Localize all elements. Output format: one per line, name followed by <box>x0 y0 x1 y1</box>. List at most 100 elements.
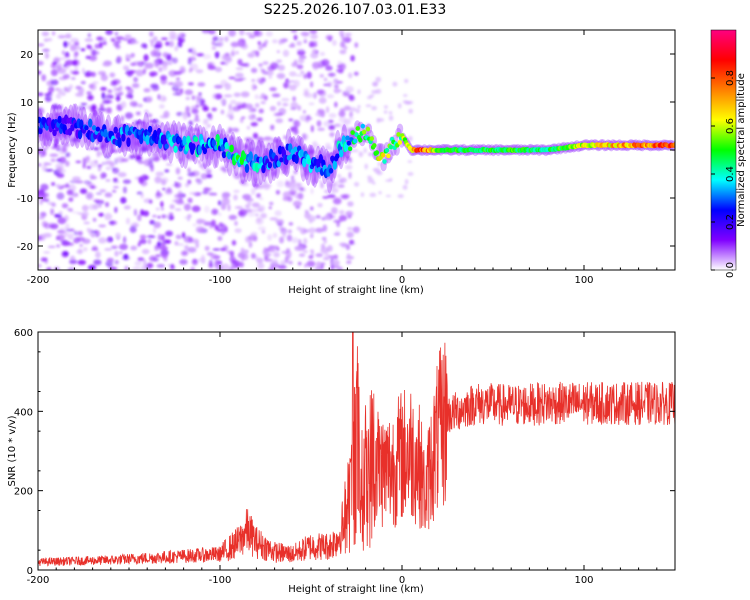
heatmap-cell <box>217 212 222 217</box>
heatmap-cell <box>257 205 266 212</box>
heatmap-cell <box>69 260 78 265</box>
heatmap-cell <box>298 55 307 60</box>
heatmap-ridge-cell <box>299 149 304 158</box>
heatmap-cell <box>61 50 65 55</box>
heatmap-cell <box>228 214 237 221</box>
heatmap-cell <box>59 227 67 231</box>
heatmap-cell <box>258 197 264 201</box>
heatmap-cell <box>147 238 152 245</box>
heatmap-cell <box>189 192 197 195</box>
heatmap-cell <box>357 104 361 109</box>
heatmap-cell <box>97 166 102 172</box>
heatmap-cell <box>168 36 178 41</box>
heatmap-cell <box>217 200 222 206</box>
heatmap-cell <box>187 58 192 66</box>
heatmap-cell <box>290 101 299 110</box>
heatmap-x-tick-label: -200 <box>27 275 50 286</box>
heatmap-cell <box>228 76 236 80</box>
heatmap-y-label: Frequency (Hz) <box>7 112 18 188</box>
heatmap-cell <box>325 34 334 41</box>
heatmap-cell <box>291 237 299 244</box>
heatmap-cell <box>182 111 188 115</box>
heatmap-cell <box>95 251 101 259</box>
heatmap-cell <box>257 136 264 144</box>
heatmap-cell <box>151 88 159 92</box>
heatmap-cell <box>47 136 53 144</box>
heatmap-cell <box>188 120 193 127</box>
heatmap-cell <box>50 79 59 86</box>
heatmap-cell <box>101 92 105 100</box>
heatmap-cell <box>345 244 351 251</box>
heatmap-cell <box>258 63 263 66</box>
heatmap-cell <box>118 91 124 96</box>
heatmap-cell <box>296 64 304 70</box>
heatmap-cell <box>377 118 385 122</box>
heatmap-cell <box>175 167 181 175</box>
heatmap-cell <box>323 214 331 221</box>
heatmap-cell <box>237 252 246 259</box>
heatmap-ridge-cell <box>347 146 353 152</box>
heatmap-cell <box>119 251 123 255</box>
heatmap-cell <box>63 133 68 141</box>
heatmap-cell <box>72 176 81 181</box>
heatmap-cell <box>65 152 71 158</box>
heatmap-cell <box>130 245 138 251</box>
heatmap-cell <box>105 155 111 159</box>
heatmap-cell <box>247 137 254 141</box>
heatmap-cell <box>308 227 316 234</box>
heatmap-cell <box>92 110 99 117</box>
heatmap-cell <box>282 196 291 201</box>
heatmap-cell <box>336 80 343 84</box>
heatmap-cell <box>195 178 201 183</box>
heatmap-ridge-cell <box>52 129 57 137</box>
heatmap-cell <box>317 179 322 183</box>
heatmap-cell <box>162 187 166 191</box>
heatmap-cell <box>354 123 362 127</box>
heatmap-ridge-cell <box>350 130 355 136</box>
heatmap-cell <box>264 40 269 44</box>
heatmap-cell <box>343 105 351 111</box>
heatmap-cell <box>49 153 59 158</box>
heatmap-cell <box>187 197 193 204</box>
heatmap-cell <box>330 264 335 270</box>
snr-y-tick-label: 200 <box>14 487 33 498</box>
heatmap-cell <box>303 73 308 79</box>
heatmap-cell <box>138 239 147 245</box>
heatmap-cell <box>227 109 234 117</box>
heatmap-cell <box>292 200 302 207</box>
heatmap-cell <box>155 195 161 200</box>
heatmap-cell <box>337 60 342 66</box>
heatmap-cell <box>367 175 372 179</box>
heatmap-cell <box>105 166 111 171</box>
heatmap-cell <box>290 42 295 47</box>
heatmap-cell <box>193 128 200 131</box>
heatmap-cell <box>115 96 119 101</box>
heatmap-cell <box>321 236 327 241</box>
heatmap-cell <box>388 111 393 115</box>
heatmap-cell <box>59 156 67 164</box>
heatmap-cell <box>345 154 350 162</box>
snr-y-tick-label: 400 <box>14 407 33 418</box>
heatmap-cell <box>271 170 277 177</box>
heatmap-cell <box>71 70 80 75</box>
heatmap-ridge-cell <box>197 144 202 155</box>
heatmap-cell <box>300 31 310 37</box>
heatmap-cell <box>318 89 327 98</box>
heatmap-cell <box>306 260 316 268</box>
heatmap-cell <box>244 204 251 209</box>
heatmap-cell <box>310 34 318 40</box>
heatmap-cell <box>240 172 247 178</box>
heatmap-cell <box>343 118 352 125</box>
heatmap-cell <box>333 84 339 89</box>
heatmap-cell <box>137 242 141 247</box>
heatmap-cell <box>83 221 91 225</box>
heatmap-cell <box>249 173 255 180</box>
heatmap-cell <box>327 72 336 77</box>
heatmap-cell <box>217 129 224 134</box>
heatmap-cell <box>69 179 76 184</box>
heatmap-cell <box>178 32 185 37</box>
heatmap-cell <box>130 62 137 66</box>
heatmap-cell <box>385 194 391 198</box>
heatmap-cell <box>203 187 210 195</box>
heatmap-cell <box>234 206 244 209</box>
